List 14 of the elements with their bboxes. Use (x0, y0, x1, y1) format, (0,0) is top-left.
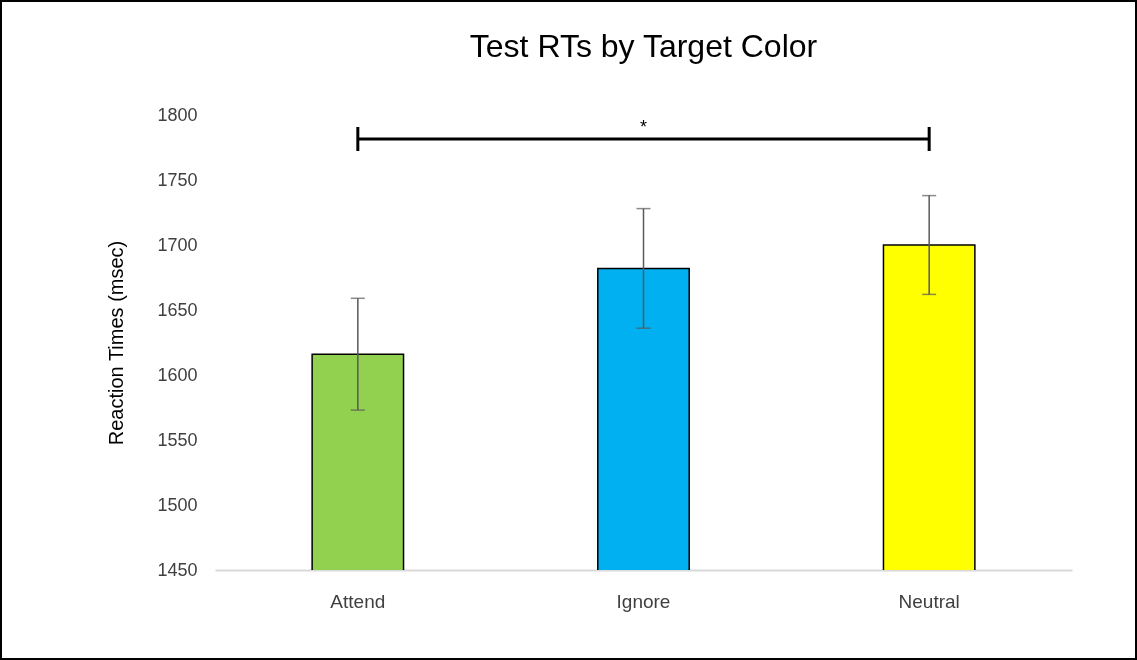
y-tick-label: 1500 (157, 494, 198, 515)
y-tick-label: 1550 (157, 429, 198, 450)
y-tick-label: 1650 (157, 299, 198, 320)
x-tick-label: Ignore (616, 590, 671, 612)
y-axis-title: Reaction Times (msec) (105, 240, 128, 446)
chart-title: Test RTs by Target Color (469, 28, 818, 64)
y-tick-label: 1450 (157, 559, 198, 580)
annotation: * (639, 117, 648, 137)
x-tick-label: Attend (330, 590, 386, 612)
y-tick-label: 1600 (157, 364, 198, 385)
y-tick-label: 1750 (157, 169, 198, 190)
y-tick-label: 1700 (157, 234, 198, 255)
y-tick-label: 1800 (157, 104, 198, 125)
x-tick-label: Neutral (898, 590, 960, 612)
